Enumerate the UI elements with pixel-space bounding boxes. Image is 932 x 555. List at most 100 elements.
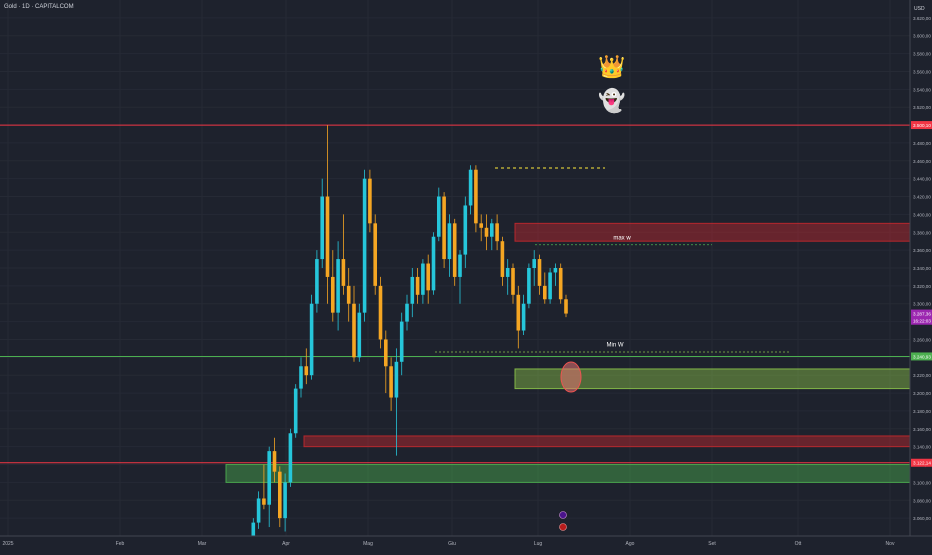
price-badge-label: 3.500,10 <box>913 123 931 128</box>
candle-body <box>368 178 372 224</box>
price-tick-label: 3.080,00 <box>913 498 931 503</box>
candle-body <box>288 433 293 483</box>
time-tick-label: Mar <box>198 541 207 547</box>
candle-body <box>548 272 552 300</box>
candle-body <box>479 223 483 228</box>
price-tick-label: 3.580,00 <box>913 52 931 57</box>
candle-body <box>256 498 261 523</box>
price-badge <box>911 316 932 325</box>
candle-body <box>399 321 404 362</box>
price-badge <box>911 309 932 318</box>
candle-body <box>304 366 309 376</box>
candle-body <box>341 259 346 286</box>
price-tick-label: 3.540,00 <box>913 87 931 92</box>
candle-body <box>516 294 521 331</box>
candle-body <box>421 263 425 295</box>
time-tick-label: 2025 <box>2 541 13 547</box>
price-tick-label: 3.340,00 <box>913 266 931 271</box>
time-tick-label: Nov <box>886 541 895 547</box>
candle-body <box>315 259 319 304</box>
candle-body <box>553 268 558 273</box>
candle-body <box>558 268 563 300</box>
candle-body <box>373 223 377 286</box>
annotation-label: Min W <box>607 343 624 349</box>
flag-icon[interactable] <box>559 523 567 531</box>
candle-body <box>500 241 505 277</box>
candle-body <box>543 285 547 300</box>
zone-rect <box>225 464 911 483</box>
candle-body <box>378 285 383 340</box>
price-tick-label: 3.600,00 <box>913 34 931 39</box>
candle-body <box>505 268 510 277</box>
candle-body <box>410 276 415 304</box>
candle-body <box>484 227 489 237</box>
annotations: max w Min W <box>435 167 790 531</box>
candle-body <box>537 259 542 286</box>
time-axis[interactable]: 2025 Feb Mar Apr Mag Giu Lug Ago Set Ott Nov <box>0 535 932 550</box>
price-badge <box>911 352 932 361</box>
price-badge-label: 3.240,93 <box>913 354 931 359</box>
candle-body <box>468 169 473 206</box>
price-tick-label: 3.420,00 <box>913 195 931 200</box>
candle-body <box>511 268 515 295</box>
candle-body <box>325 196 330 277</box>
candle-body <box>262 498 266 505</box>
price-badge <box>911 121 932 130</box>
price-badge-label: 3.287,36 <box>913 312 931 317</box>
candle-body <box>331 276 335 313</box>
candle-body <box>426 263 430 291</box>
price-tick-label: 3.520,00 <box>913 105 931 110</box>
candle-body <box>405 303 409 322</box>
candle-body <box>293 388 298 434</box>
time-tick-label: Mag <box>363 541 373 547</box>
marker-circle <box>560 361 582 393</box>
candle-body <box>527 268 531 304</box>
price-tick-label: 3.100,00 <box>913 480 931 485</box>
time-tick-label: Lug <box>534 541 543 547</box>
price-axis[interactable]: 3.060,003.080,003.100,003.120,003.140,00… <box>909 0 932 550</box>
time-tick-label: Ott <box>795 541 802 547</box>
time-tick-label: Ago <box>626 541 635 547</box>
candle-body <box>283 482 287 519</box>
candle-body <box>267 451 271 505</box>
candle-body <box>521 303 526 331</box>
candle-body <box>299 366 303 389</box>
event-icon[interactable] <box>559 511 567 519</box>
candle-body <box>389 366 393 398</box>
candles <box>246 125 568 555</box>
price-tick-label: 3.180,00 <box>913 409 931 414</box>
candle-body <box>272 451 277 472</box>
candle-body <box>458 254 462 277</box>
price-tick-label: 3.560,00 <box>913 69 931 74</box>
time-tick-label: Giu <box>448 541 456 547</box>
candle-body <box>352 303 356 358</box>
time-tick-label: Feb <box>116 541 125 547</box>
price-tick-label: 3.460,00 <box>913 159 931 164</box>
candle-body <box>431 236 436 291</box>
candle-body <box>490 223 494 237</box>
time-axis-bg <box>0 536 932 550</box>
candle-body <box>474 169 478 224</box>
candle-body <box>362 178 367 313</box>
price-badge-label: 16:22:03 <box>913 319 931 324</box>
candle-body <box>452 223 457 277</box>
zone-rect <box>303 435 911 448</box>
currency-label[interactable]: USD <box>914 6 925 12</box>
price-tick-label: 3.160,00 <box>913 427 931 432</box>
price-tick-label: 3.260,00 <box>913 337 931 342</box>
chart-title: Gold · 1D · CAPITALCOM <box>4 4 74 10</box>
zones <box>225 222 911 483</box>
ghost-emoji: 👻 <box>598 88 626 113</box>
price-axis-bg <box>910 0 932 550</box>
price-tick-label: 3.200,00 <box>913 391 931 396</box>
crown-emoji: 👑 <box>598 54 626 79</box>
price-tick-label: 3.400,00 <box>913 212 931 217</box>
candle-body <box>442 196 446 260</box>
time-tick-label: Set <box>708 541 716 547</box>
price-tick-label: 3.140,00 <box>913 445 931 450</box>
candle-body <box>447 223 452 260</box>
price-badge-label: 3.122,14 <box>913 461 931 466</box>
